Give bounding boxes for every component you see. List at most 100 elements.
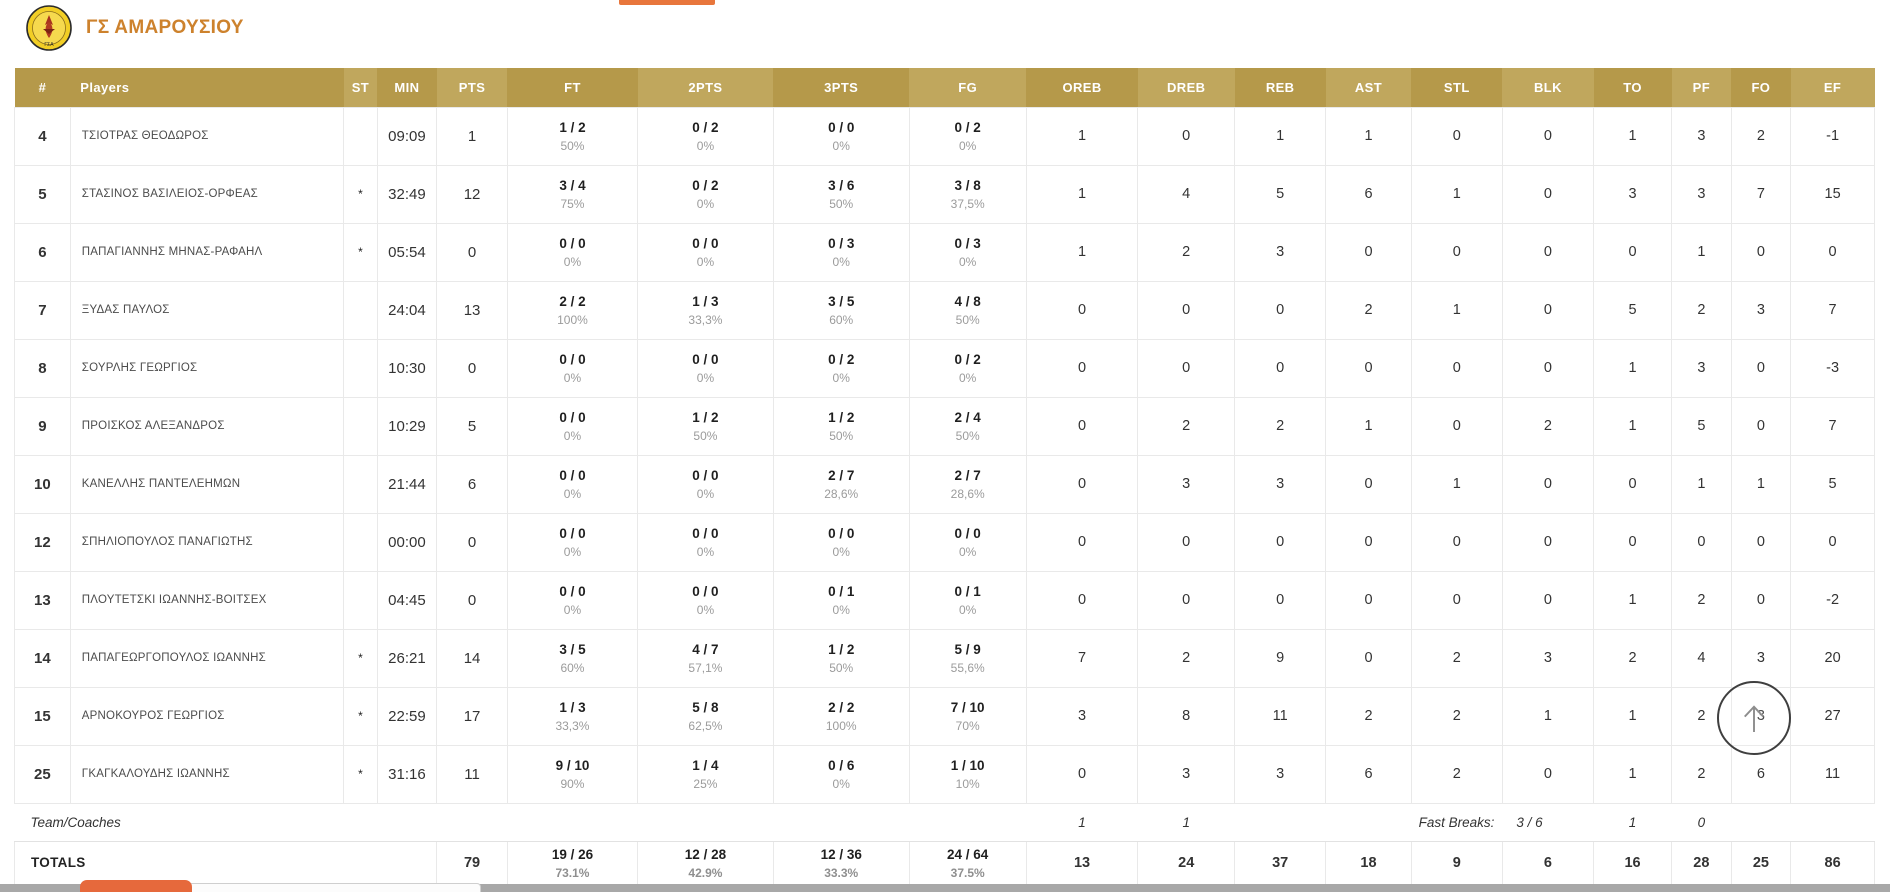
stat-fg-pct: 0% xyxy=(959,545,977,560)
stat-ast: 2 xyxy=(1325,280,1412,340)
stat-fo: 0 xyxy=(1730,512,1792,572)
stat-min: 26:21 xyxy=(376,628,438,688)
stat-stl: 1 xyxy=(1410,280,1503,340)
stat-fg: 0 / 2 0% xyxy=(908,106,1027,166)
scroll-to-top-button[interactable] xyxy=(1717,681,1791,755)
stat-fg: 0 / 1 0% xyxy=(908,570,1027,630)
stat-2pts: 0 / 0 0% xyxy=(637,454,774,514)
column-header-pts: PTS xyxy=(436,68,508,107)
stat-min: 10:29 xyxy=(376,396,438,456)
starter-flag xyxy=(343,280,378,340)
column-header-dreb: DREB xyxy=(1137,68,1235,107)
starter-flag: * xyxy=(343,744,378,804)
stat-2pts-made-att: 5 / 8 xyxy=(692,700,719,716)
stat-fg-pct: 0% xyxy=(959,371,977,386)
team-logo-icon: ΓΣΑ xyxy=(26,5,72,51)
totals-2pts: 12 / 28 42.9% xyxy=(637,840,774,885)
player-name: ΓΚΑΓΚΑΛΟΥΔΗΣ ΙΩΑΝΝΗΣ xyxy=(69,744,345,804)
totals-ef: 86 xyxy=(1790,840,1875,885)
stat-ft-pct: 100% xyxy=(557,313,588,328)
stat-2pts-made-att: 0 / 0 xyxy=(692,352,719,368)
stat-fo: 3 xyxy=(1730,628,1792,688)
stat-blk: 1 xyxy=(1501,686,1595,746)
stat-fo: 6 xyxy=(1730,744,1792,804)
stat-reb: 1 xyxy=(1234,106,1327,166)
stat-ft-made-att: 0 / 0 xyxy=(559,236,586,252)
stat-ast: 2 xyxy=(1325,686,1412,746)
totals-ft: 19 / 26 73.1% xyxy=(506,840,639,885)
player-row-6: 6 ΠΑΠΑΓΙΑΝΝΗΣ ΜΗΝΑΣ-ΡΑΦΑΗΛ * 05:54 0 0 / 0 0% 0… xyxy=(14,222,1875,282)
stat-ft-made-att: 0 / 0 xyxy=(559,584,586,600)
stat-min: 32:49 xyxy=(376,164,438,224)
stat-pts: 11 xyxy=(436,744,508,804)
starter-flag xyxy=(343,512,378,572)
stat-3pts-made-att: 2 / 2 xyxy=(828,700,855,716)
totals-ft-made-att: 19 / 26 xyxy=(551,846,594,862)
stat-pts: 0 xyxy=(436,338,508,398)
totals-pf: 28 xyxy=(1671,840,1732,885)
scrollbar-thumb[interactable] xyxy=(181,883,481,892)
totals-3pts: 12 / 36 33.3% xyxy=(772,840,910,885)
stat-ft-pct: 90% xyxy=(560,777,585,792)
stat-blk: 0 xyxy=(1501,570,1595,630)
stat-dreb: 4 xyxy=(1137,164,1236,224)
fast-breaks-label: Fast Breaks: xyxy=(1234,802,1503,842)
stat-min: 09:09 xyxy=(376,106,438,166)
stat-2pts-pct: 25% xyxy=(693,777,718,792)
stat-pf: 2 xyxy=(1671,570,1732,630)
stat-2pts-pct: 33,3% xyxy=(688,313,723,328)
stat-2pts: 0 / 0 0% xyxy=(637,512,774,572)
stat-ft-pct: 0% xyxy=(563,429,582,444)
stat-3pts: 1 / 2 50% xyxy=(772,628,910,688)
stat-blk: 0 xyxy=(1501,164,1595,224)
stat-2pts: 0 / 0 0% xyxy=(637,338,774,398)
stat-fo: 1 xyxy=(1730,454,1792,514)
stat-fg-pct: 55,6% xyxy=(950,661,985,676)
stat-fo: 0 xyxy=(1730,338,1792,398)
player-name: ΠΛΟΥΤΕΤΣΚΙ ΙΩΑΝΝΗΣ-ΒΟΙΤΣΕΧ xyxy=(69,570,345,630)
stat-fg: 7 / 10 70% xyxy=(908,686,1027,746)
totals-to: 16 xyxy=(1592,840,1673,885)
jersey-number: 4 xyxy=(14,106,71,166)
stat-pts: 5 xyxy=(436,396,508,456)
stat-3pts-pct: 0% xyxy=(832,603,850,618)
stat-3pts: 0 / 2 0% xyxy=(772,338,910,398)
stat-ft-pct: 0% xyxy=(563,371,582,386)
table-header-row: # Players ST MIN PTS FT 2PTS 3PTS FG OREB DREB REB A… xyxy=(14,68,1875,107)
stat-fg: 4 / 8 50% xyxy=(908,280,1027,340)
stat-oreb: 0 xyxy=(1025,280,1139,340)
starter-flag: * xyxy=(343,686,378,746)
column-header-st: ST xyxy=(343,68,378,107)
player-row-7: 7 ΞΥΔΑΣ ΠΑΥΛΟΣ 24:04 13 2 / 2 100% 1 / 3 33,3% 3… xyxy=(14,280,1875,340)
stat-ft: 0 / 0 0% xyxy=(506,454,639,514)
stat-fo: 0 xyxy=(1730,396,1792,456)
totals-ast: 18 xyxy=(1325,840,1412,885)
team-name: ΓΣ ΑΜΑΡΟΥΣΙΟΥ xyxy=(86,17,244,38)
stat-2pts-made-att: 0 / 0 xyxy=(692,584,719,600)
stat-reb: 3 xyxy=(1234,222,1327,282)
stat-3pts-made-att: 0 / 2 xyxy=(828,352,855,368)
player-name: ΚΑΝΕΛΛΗΣ ΠΑΝΤΕΛΕΗΜΩΝ xyxy=(69,454,345,514)
horizontal-scrollbar[interactable] xyxy=(0,883,1890,892)
stat-3pts-made-att: 0 / 3 xyxy=(828,236,855,252)
stat-2pts: 5 / 8 62,5% xyxy=(637,686,774,746)
stat-ft-pct: 0% xyxy=(563,545,582,560)
starter-flag xyxy=(343,454,378,514)
bottom-orange-button[interactable] xyxy=(80,880,192,892)
stat-to: 5 xyxy=(1592,280,1673,340)
jersey-number: 14 xyxy=(14,628,71,688)
stat-fg-pct: 10% xyxy=(955,777,980,792)
stat-pf: 3 xyxy=(1671,106,1732,166)
stat-ft: 3 / 4 75% xyxy=(506,164,639,224)
totals-dreb: 24 xyxy=(1137,840,1236,885)
team-stat-dreb: 1 xyxy=(1137,802,1235,842)
totals-2pts-pct: 42.9% xyxy=(688,865,723,880)
stat-pts: 12 xyxy=(436,164,508,224)
stat-ft: 9 / 10 90% xyxy=(506,744,639,804)
stat-ft: 1 / 2 50% xyxy=(506,106,639,166)
stat-oreb: 3 xyxy=(1025,686,1139,746)
stat-3pts-pct: 0% xyxy=(832,777,850,792)
stat-2pts-made-att: 0 / 0 xyxy=(692,236,719,252)
stat-ast: 0 xyxy=(1325,628,1412,688)
column-header-3pts: 3PTS xyxy=(773,68,910,107)
